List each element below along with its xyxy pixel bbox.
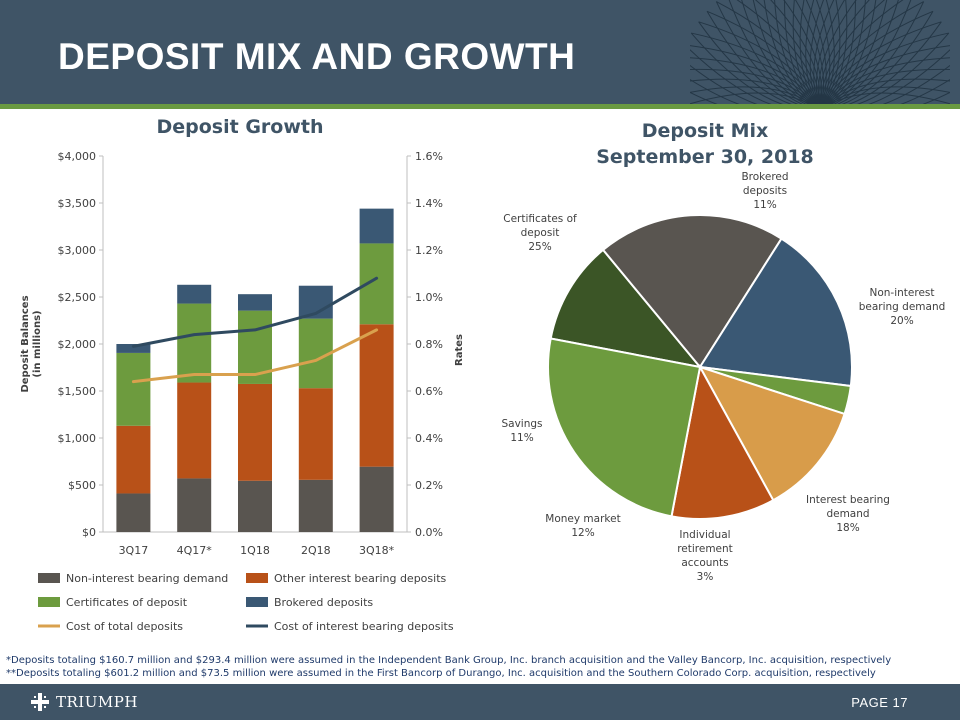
pie-slice [547, 337, 702, 518]
legend-swatch [246, 597, 268, 607]
y-tick-label: $3,000 [58, 244, 97, 257]
logo-text: TRIUMPH [56, 693, 138, 711]
deposit-growth-chart: $0 $500 $1,000 $1,500 $2,000 $2,500 $3,000 $3,5… [20, 150, 465, 633]
slide-header: DEPOSIT MIX AND GROWTH [0, 0, 960, 104]
bar-segment [359, 324, 394, 467]
legend-label: Brokered deposits [274, 596, 373, 609]
pie-slice-label: Brokered deposits 11% [741, 171, 788, 211]
pie-slice-label: Savings 11% [501, 418, 542, 444]
y2-tick-label: 0.0% [415, 526, 443, 539]
triumph-cross-icon [31, 693, 49, 711]
y2-tick-label: 0.8% [415, 338, 443, 351]
bar-segment [116, 425, 151, 494]
legend-swatch [246, 573, 268, 583]
y-tick-label: $1,500 [58, 385, 97, 398]
triumph-logo: TRIUMPH [30, 692, 138, 712]
y-tick-label: $3,500 [58, 197, 97, 210]
deposit-mix-chart: Brokered deposits 11% Non-interest bearing d… [501, 171, 946, 583]
decorative-rosette-icon [690, 0, 950, 104]
pie-slice [670, 364, 775, 520]
bar-segment [177, 382, 212, 479]
legend-swatch [38, 597, 60, 607]
bar-segment [238, 294, 272, 311]
bar-segment [298, 479, 333, 532]
deposit-mix-title-line2: September 30, 2018 [596, 146, 814, 168]
deposit-growth-title: Deposit Growth [156, 116, 324, 138]
legend-label: Cost of interest bearing deposits [274, 620, 454, 633]
bar-segment [116, 493, 151, 532]
y2-tick-label: 1.0% [415, 291, 443, 304]
pie-slice-label: Interest bearing demand 18% [806, 494, 890, 534]
y-tick-label: $0 [82, 526, 96, 539]
pie-slice [549, 248, 703, 369]
legend-label: Cost of total deposits [66, 620, 183, 633]
y-tick-label: $2,000 [58, 338, 97, 351]
y-tick-label: $500 [68, 479, 96, 492]
bar-segment [177, 303, 212, 383]
pie-slice [697, 365, 846, 502]
header-accent-line [0, 104, 960, 109]
pie-slice-label: Non-interest bearing demand 20% [859, 287, 946, 327]
y-tick-label: $1,000 [58, 432, 97, 445]
page-title: DEPOSIT MIX AND GROWTH [58, 36, 576, 77]
x-tick-label: 4Q17* [177, 544, 213, 557]
pie-slice-label: Individual retirement accounts 3% [677, 529, 733, 583]
y2-tick-label: 0.6% [415, 385, 443, 398]
legend-label: Certificates of deposit [66, 596, 188, 609]
pie-slice [601, 214, 783, 369]
x-tick-label: 3Q17 [119, 544, 149, 557]
slide-footer: TRIUMPH PAGE 17 [0, 684, 960, 720]
legend-swatch [38, 573, 60, 583]
page-number: PAGE 17 [851, 695, 908, 710]
bar-segment [298, 388, 333, 480]
x-tick-label: 3Q18* [359, 544, 395, 557]
bar-segment [177, 284, 212, 304]
y2-tick-label: 1.4% [415, 197, 443, 210]
y2-axis-label: Rates [454, 334, 465, 366]
legend-label: Non-interest bearing demand [66, 572, 228, 585]
y-tick-label: $4,000 [58, 150, 97, 163]
y2-tick-label: 1.6% [415, 150, 443, 163]
bar-segment [359, 466, 394, 532]
bar-segment [238, 383, 272, 481]
bar-segment [116, 352, 151, 426]
deposit-mix-title: Deposit Mix September 30, 2018 [580, 118, 830, 170]
pie-slice [698, 237, 853, 388]
x-tick-label: 1Q18 [240, 544, 270, 557]
series-line [131, 276, 379, 348]
bar-segment [238, 480, 272, 532]
y-tick-label: $2,500 [58, 291, 97, 304]
y2-tick-label: 0.4% [415, 432, 443, 445]
y2-tick-label: 1.2% [415, 244, 443, 257]
deposit-mix-title-line1: Deposit Mix [641, 120, 769, 142]
footnote-2: **Deposits totaling $601.2 million and $… [6, 668, 876, 679]
bar-segment [116, 344, 151, 353]
y-axis-label: Deposit Balances(in millions) [20, 295, 43, 392]
x-tick-label: 2Q18 [301, 544, 331, 557]
series-line [131, 328, 379, 384]
pie-slice-label: Certificates of deposit 25% [503, 213, 577, 253]
legend-label: Other interest bearing deposits [274, 572, 447, 585]
bar-segment [177, 478, 212, 532]
bar-segment [359, 208, 394, 244]
y2-tick-label: 0.2% [415, 479, 443, 492]
pie-slice-label: Money market 12% [545, 513, 620, 539]
footnote-1: *Deposits totaling $160.7 million and $2… [6, 655, 892, 666]
